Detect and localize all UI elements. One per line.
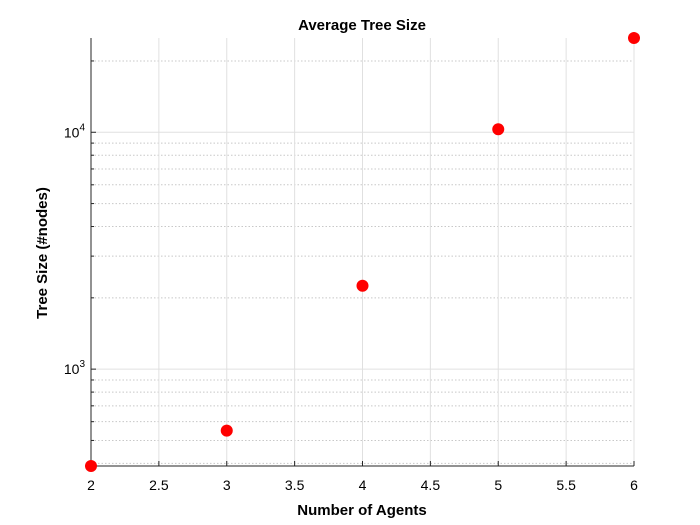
x-tick-label: 4 xyxy=(359,477,367,493)
data-point xyxy=(356,279,369,292)
x-tick-label: 6 xyxy=(630,477,638,493)
data-point xyxy=(628,32,640,44)
x-tick-label: 5.5 xyxy=(556,477,576,493)
y-tick-label: 104 xyxy=(64,122,86,140)
minor-grid xyxy=(91,60,634,464)
major-grid xyxy=(90,38,635,466)
data-point xyxy=(492,123,505,136)
chart-title: Average Tree Size xyxy=(298,17,426,34)
data-point xyxy=(220,424,233,437)
x-axis-label: Number of Agents xyxy=(297,502,426,519)
x-tick-label: 3.5 xyxy=(285,477,305,493)
ticks: 2 2.5 3 3.5 4 4.5 5 5.5 6 103 104 xyxy=(64,60,638,493)
data-point xyxy=(85,460,97,472)
x-tick-label: 2.5 xyxy=(149,477,169,493)
x-tick-label: 4.5 xyxy=(421,477,441,493)
y-axis-label: Tree Size (#nodes) xyxy=(34,187,51,319)
x-tick-label: 2 xyxy=(87,477,95,493)
data-points xyxy=(85,32,640,472)
x-tick-label: 3 xyxy=(223,477,231,493)
x-tick-label: 5 xyxy=(494,477,502,493)
y-tick-label: 103 xyxy=(64,359,86,377)
